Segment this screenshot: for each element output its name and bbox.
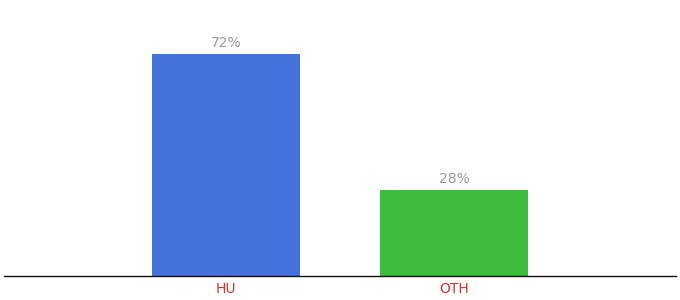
Bar [152,54,300,276]
Text: 28%: 28% [439,172,470,186]
Bar [380,190,528,276]
Text: 72%: 72% [211,36,241,50]
